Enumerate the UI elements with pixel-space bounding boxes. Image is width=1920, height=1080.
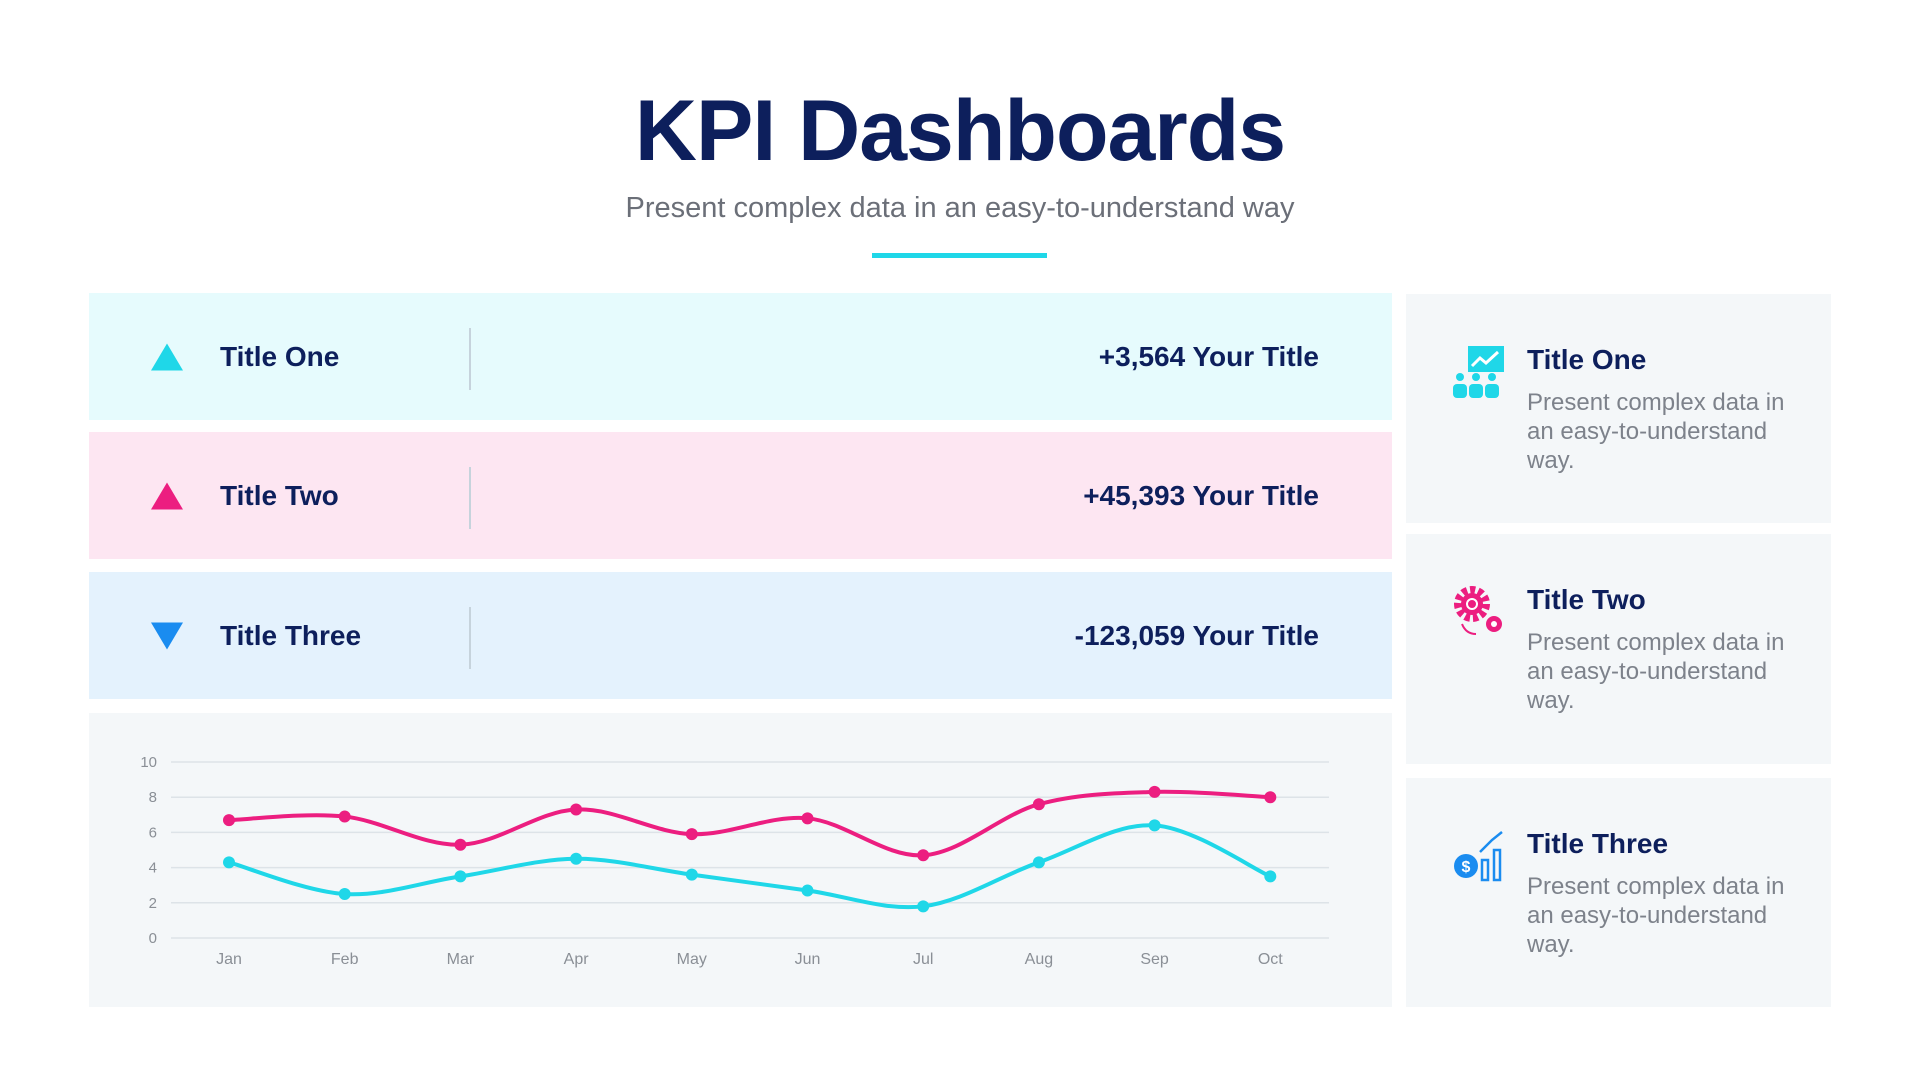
y-tick-label: 10	[140, 754, 157, 771]
x-tick-label: Jul	[913, 951, 933, 968]
data-point	[685, 828, 698, 841]
x-tick-label: Jun	[795, 951, 821, 968]
kpi-value: +45,393 Your Title	[1083, 479, 1319, 511]
x-tick-label: Sep	[1140, 951, 1169, 968]
card-description: Present complex data in an easy-to-under…	[1527, 873, 1785, 958]
card-title: Title One	[1527, 344, 1647, 375]
x-tick-label: Oct	[1258, 951, 1283, 968]
data-point	[454, 838, 467, 851]
data-point	[1032, 798, 1045, 811]
y-tick-label: 0	[149, 930, 157, 947]
x-tick-label: Jan	[216, 951, 242, 968]
info-card-2: Title Two Present complex data in an eas…	[1406, 534, 1831, 764]
data-point	[801, 884, 814, 897]
title-underline	[872, 253, 1047, 258]
y-tick-label: 2	[149, 895, 157, 912]
triangle-down-icon	[151, 622, 183, 649]
divider	[469, 607, 471, 669]
page-subtitle: Present complex data in an easy-to-under…	[625, 192, 1295, 224]
line-chart-panel: 0 2 4 6 8 10 Jan Feb Mar Apr May Jun Jul Aug Sep Oct	[89, 713, 1392, 1007]
x-tick-label: Mar	[447, 951, 475, 968]
page-title: KPI Dashboards	[634, 83, 1286, 179]
line-chart: 0 2 4 6 8 10 Jan Feb Mar Apr May Jun Jul Aug Sep Oct	[140, 754, 1329, 968]
data-point	[454, 870, 467, 883]
card-description: Present complex data in an easy-to-under…	[1527, 389, 1785, 474]
kpi-row-2: Title Two +45,393 Your Title	[89, 432, 1392, 559]
y-tick-label: 6	[149, 824, 157, 841]
x-tick-label: May	[677, 951, 707, 968]
card-title: Title Two	[1527, 584, 1646, 615]
kpi-value: +3,564 Your Title	[1098, 340, 1319, 372]
kpi-title: Title One	[220, 340, 340, 372]
data-point	[223, 856, 235, 869]
info-card-1: Title One Present complex data in an eas…	[1406, 294, 1831, 523]
kpi-title: Title Two	[220, 479, 339, 511]
dollar-chart-icon: $	[1454, 831, 1503, 882]
kpi-row-1: Title One +3,564 Your Title	[89, 293, 1392, 420]
info-card-3: $ Title Three Present complex data in an…	[1406, 778, 1831, 1007]
kpi-row-3: Title Three -123,059 Your Title	[89, 572, 1392, 699]
series-line-2	[228, 823, 1272, 910]
triangle-up-icon	[151, 482, 183, 509]
card-description: Present complex data in an easy-to-under…	[1527, 629, 1785, 714]
data-point	[223, 814, 235, 827]
kpi-value: -123,059 Your Title	[1074, 619, 1319, 651]
data-point	[917, 900, 930, 913]
series-line-1	[228, 789, 1271, 858]
divider	[469, 328, 471, 390]
data-point	[917, 849, 930, 862]
data-point	[570, 852, 583, 865]
x-tick-label: Apr	[564, 951, 590, 968]
data-point	[801, 812, 814, 825]
y-tick-label: 4	[149, 860, 157, 877]
x-tick-label: Feb	[331, 951, 359, 968]
y-tick-label: 8	[149, 789, 157, 806]
data-point	[1264, 870, 1277, 883]
data-point	[338, 810, 351, 823]
data-point	[570, 803, 583, 816]
team-growth-icon	[1453, 346, 1504, 398]
triangle-up-icon	[151, 343, 183, 370]
data-point	[1148, 819, 1161, 832]
data-point	[1264, 791, 1277, 804]
kpi-title: Title Three	[220, 619, 362, 651]
data-point	[1148, 785, 1161, 798]
divider	[469, 467, 471, 529]
x-tick-label: Aug	[1025, 951, 1053, 968]
card-title: Title Three	[1527, 828, 1669, 859]
svg-text:$: $	[1462, 859, 1471, 876]
gears-icon	[1454, 586, 1502, 635]
data-point	[685, 868, 698, 881]
data-point	[338, 888, 351, 900]
data-point	[1032, 856, 1045, 869]
